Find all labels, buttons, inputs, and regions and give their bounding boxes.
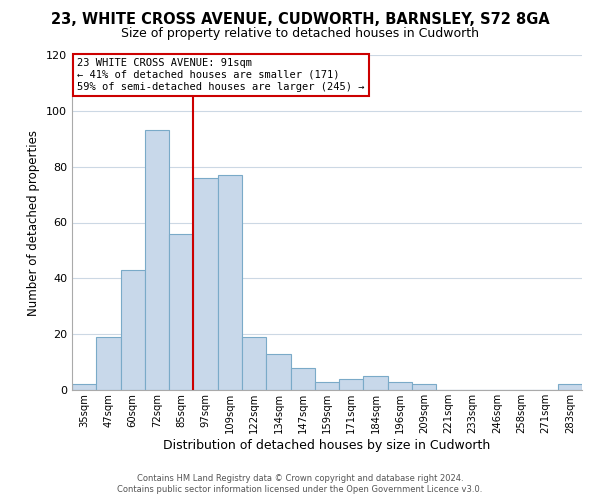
Bar <box>339 379 364 390</box>
Bar <box>96 337 121 390</box>
Bar <box>72 384 96 390</box>
Bar <box>218 175 242 390</box>
Text: Size of property relative to detached houses in Cudworth: Size of property relative to detached ho… <box>121 28 479 40</box>
Bar <box>558 384 582 390</box>
Bar <box>193 178 218 390</box>
Bar <box>169 234 193 390</box>
Bar <box>412 384 436 390</box>
Text: Contains HM Land Registry data © Crown copyright and database right 2024.
Contai: Contains HM Land Registry data © Crown c… <box>118 474 482 494</box>
Y-axis label: Number of detached properties: Number of detached properties <box>28 130 40 316</box>
Text: 23 WHITE CROSS AVENUE: 91sqm
← 41% of detached houses are smaller (171)
59% of s: 23 WHITE CROSS AVENUE: 91sqm ← 41% of de… <box>77 58 365 92</box>
Bar <box>242 337 266 390</box>
Bar <box>290 368 315 390</box>
Bar <box>266 354 290 390</box>
Bar <box>364 376 388 390</box>
Bar <box>315 382 339 390</box>
Text: 23, WHITE CROSS AVENUE, CUDWORTH, BARNSLEY, S72 8GA: 23, WHITE CROSS AVENUE, CUDWORTH, BARNSL… <box>50 12 550 28</box>
Bar <box>145 130 169 390</box>
X-axis label: Distribution of detached houses by size in Cudworth: Distribution of detached houses by size … <box>163 438 491 452</box>
Bar <box>121 270 145 390</box>
Bar <box>388 382 412 390</box>
